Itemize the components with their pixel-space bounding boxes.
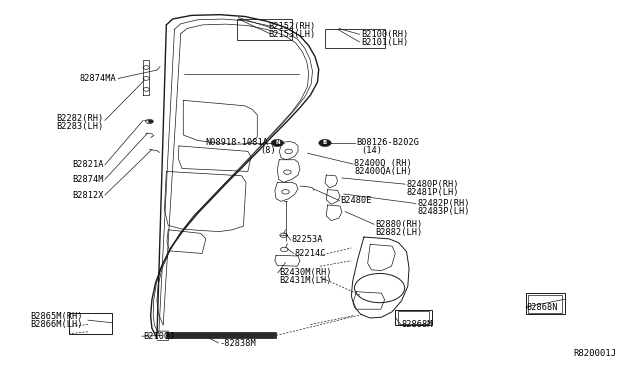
Text: B2865M(RH): B2865M(RH) [30,312,83,321]
Text: N08918-1081A: N08918-1081A [205,138,269,147]
Bar [396,310,431,325]
Text: 82482P(RH): 82482P(RH) [417,199,470,208]
Text: 82874MA: 82874MA [79,74,116,83]
Text: B2874M: B2874M [72,175,104,184]
Text: N: N [275,141,280,145]
Text: R820001J: R820001J [573,349,616,358]
Text: B2880(RH): B2880(RH) [375,220,422,229]
Text: 82868N: 82868N [527,302,559,311]
Text: 82481P(LH): 82481P(LH) [406,188,459,197]
Text: 82483P(LH): 82483P(LH) [417,207,470,216]
Text: B2821A: B2821A [72,160,104,169]
Text: B2812X: B2812X [72,190,104,200]
Text: B2430M(RH): B2430M(RH) [279,268,332,277]
Bar [69,312,112,334]
Text: B2100J: B2100J [143,332,175,341]
Circle shape [319,140,332,147]
Text: B2480E: B2480E [340,196,372,205]
Bar [398,311,429,324]
Text: B2283(LH): B2283(LH) [56,122,104,131]
Text: B2431M(LH): B2431M(LH) [279,276,332,285]
Text: B2100(RH): B2100(RH) [361,30,408,39]
Bar [325,29,385,48]
Text: 82400Q (RH): 82400Q (RH) [355,159,412,168]
Text: B2101(LH): B2101(LH) [361,38,408,47]
Text: B2882(LH): B2882(LH) [375,228,422,237]
Text: B2152(RH): B2152(RH) [268,22,316,31]
Bar [528,295,562,313]
Text: B2282(RH): B2282(RH) [56,114,104,123]
Text: B08126-B202G: B08126-B202G [356,138,419,147]
Bar [237,19,292,40]
Text: 82868M: 82868M [401,320,433,329]
Text: B2153(LH): B2153(LH) [268,30,316,39]
Circle shape [148,120,153,123]
Text: 82253A: 82253A [292,235,323,244]
Text: (8): (8) [260,146,276,155]
Bar [525,293,564,314]
Text: (14): (14) [361,146,382,155]
Circle shape [271,140,284,147]
Text: 82400QA(LH): 82400QA(LH) [355,167,412,176]
Text: B2866M(LH): B2866M(LH) [30,320,83,329]
Text: 82214C: 82214C [295,249,326,258]
Text: 82480P(RH): 82480P(RH) [406,180,459,189]
Text: B: B [323,141,327,145]
Bar [166,332,276,339]
Text: -82838M: -82838M [220,339,257,348]
